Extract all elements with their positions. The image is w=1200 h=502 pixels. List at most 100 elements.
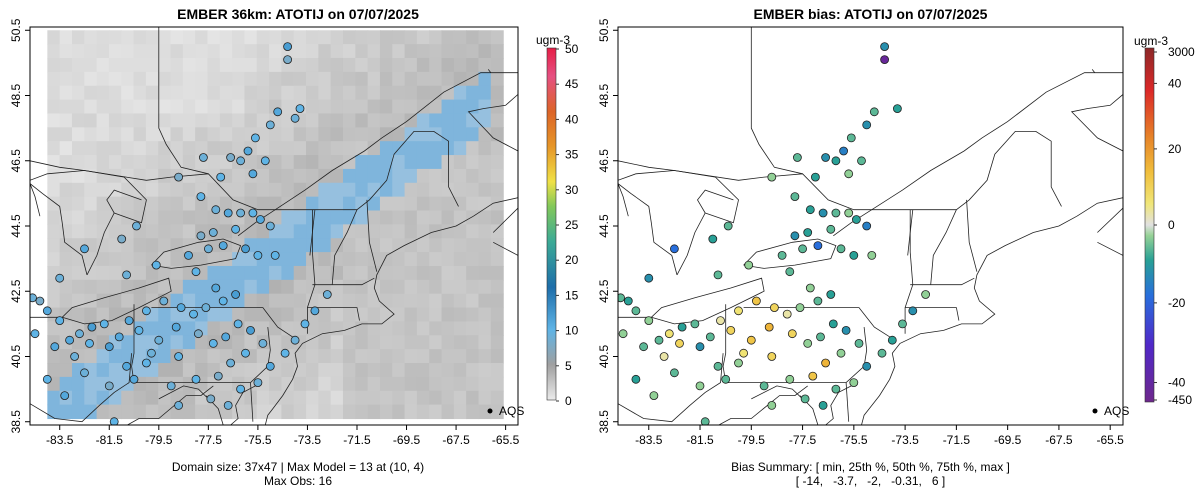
field-cell [170,224,184,239]
x-tick-label: -75.5 [840,433,868,447]
field-cell [453,238,467,253]
field-cell [269,404,282,420]
field-cell [244,155,258,170]
field-cell [133,127,147,142]
field-cell [342,127,356,142]
field-cell [71,127,85,142]
field-cell [207,168,221,184]
boundary-maN [312,277,375,286]
x-tick-label: -71.5 [943,433,971,447]
field-cell [318,210,332,225]
field-cell [453,363,467,378]
y-tick-label: 48.5 [9,84,23,108]
x-tick-label: -81.5 [96,433,124,447]
field-cell [367,363,381,378]
field-cell [47,363,61,378]
field-cell [133,113,147,128]
field-cell [404,376,418,392]
field-cell [441,71,455,87]
field-cell [293,127,307,142]
field-cell [269,85,282,101]
field-cell [490,182,504,198]
field-cell [182,224,196,239]
field-cell [84,349,98,364]
field-cell [219,85,233,101]
field-cell [330,210,344,225]
field-cell [478,44,492,59]
boundary-bayLine [230,385,256,425]
field-cell [306,113,319,128]
station-point [818,400,828,410]
field-cell [108,127,122,142]
field-cell [306,363,319,378]
station-point [223,400,233,410]
field-cell [108,85,122,101]
station-point [921,290,930,299]
field-cell [355,224,369,239]
field-cell [318,376,332,392]
field-cell [108,30,122,45]
field-cell [59,321,73,336]
station-point [849,378,859,388]
field-cell [466,113,480,128]
field-cell [244,71,258,87]
field-cell [133,390,147,406]
station-point [790,192,800,202]
field-cell [207,71,221,87]
field-cell [96,71,110,87]
field-cell [379,404,393,420]
field-cell [59,57,73,73]
boundary-canBorder [30,131,459,211]
field-cell [367,376,381,392]
field-cell [71,376,85,392]
field-cell [466,376,480,392]
field-cell [232,127,246,142]
field-cell [466,307,480,323]
field-cell [330,265,344,281]
field-cell [133,363,147,378]
field-cell [379,113,393,128]
field-cell [182,321,196,336]
field-cell [441,363,455,378]
field-cell [195,85,209,101]
field-cell [108,307,122,323]
field-cell [170,127,184,142]
field-cell [490,141,504,156]
field-cell [441,321,455,336]
field-cell [281,279,295,295]
field-cell [466,335,480,350]
left-colorbar [546,47,557,401]
station-point [193,329,203,339]
field-cell [170,210,184,225]
field-cell [441,335,455,350]
field-cell [318,252,332,267]
field-cell [453,349,467,364]
field-cell [256,349,270,364]
field-cell [379,71,393,87]
station-point [114,332,124,342]
field-cell [158,252,172,267]
field-cell [47,168,61,184]
field-cell [158,363,172,378]
station-points [30,42,332,425]
field-cell [96,57,110,73]
field-cell [145,127,159,142]
field-cell [232,30,246,45]
field-cell [478,224,492,239]
station-point [846,133,856,143]
left-colorbar-tick-label: 0 [565,394,572,408]
field-cell [466,168,480,184]
station-point [670,368,679,378]
field-cell [219,376,233,392]
field-cell [392,196,406,212]
field-cell [392,321,406,336]
field-cell [466,85,480,101]
field-cell [416,293,430,309]
field-cell [404,252,418,267]
field-cell [121,390,135,406]
field-cell [306,57,319,73]
field-cell [121,196,135,212]
field-cell [478,85,492,101]
field-cell [330,224,344,239]
field-cell [207,113,221,128]
